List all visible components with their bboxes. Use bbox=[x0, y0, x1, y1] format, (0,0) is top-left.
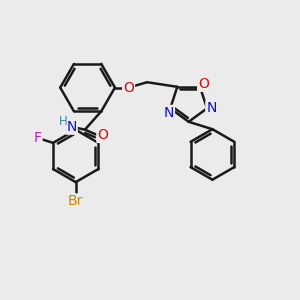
Text: O: O bbox=[123, 81, 134, 94]
Text: F: F bbox=[34, 131, 42, 145]
Text: N: N bbox=[164, 106, 174, 120]
Text: O: O bbox=[97, 128, 108, 142]
Text: N: N bbox=[206, 101, 217, 116]
Text: N: N bbox=[66, 120, 77, 134]
Text: H: H bbox=[59, 115, 68, 128]
Text: O: O bbox=[198, 77, 209, 91]
Text: Br: Br bbox=[68, 194, 83, 208]
